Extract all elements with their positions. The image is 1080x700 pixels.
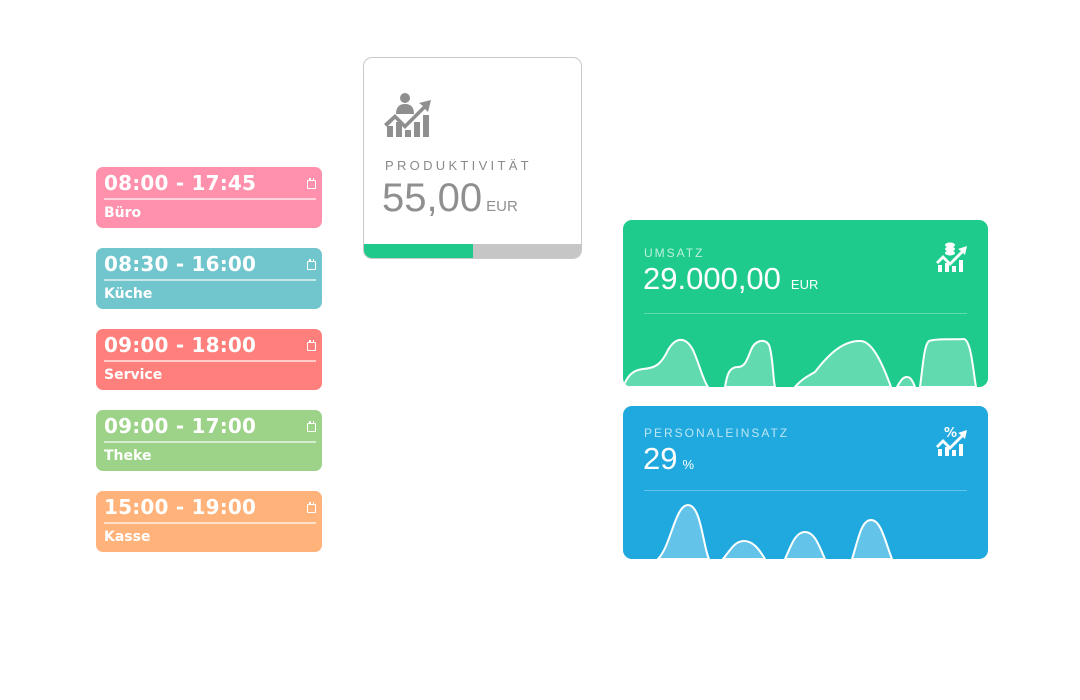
revenue-amount: 29.000,00 xyxy=(643,261,781,296)
shift-name: Küche xyxy=(104,286,153,302)
shift-time: 08:30 - 16:00 xyxy=(104,252,257,276)
staffing-wave-graph xyxy=(656,503,894,559)
revenue-value: 29.000,00 EUR xyxy=(643,261,818,297)
calendar-icon[interactable] xyxy=(307,178,316,189)
staffing-value: 29% xyxy=(643,441,694,477)
staffing-card[interactable]: PERSONALEINSATZ 29% % xyxy=(623,406,988,559)
revenue-wave-graph xyxy=(623,338,978,387)
shift-card-service[interactable]: 09:00 - 18:00 Service xyxy=(96,329,322,390)
productivity-card[interactable]: PRODUKTIVITÄT 55,00 EUR xyxy=(363,57,582,259)
percent-growth-chart-icon: % xyxy=(936,426,967,456)
shift-card-kasse[interactable]: 15:00 - 19:00 Kasse xyxy=(96,491,322,552)
divider xyxy=(104,198,316,200)
shift-time: 09:00 - 18:00 xyxy=(104,333,257,357)
revenue-card[interactable]: UMSATZ 29.000,00 EUR xyxy=(623,220,988,387)
productivity-progress-fill xyxy=(364,244,473,258)
calendar-icon[interactable] xyxy=(307,502,316,513)
divider xyxy=(104,441,316,443)
revenue-label: UMSATZ xyxy=(644,246,705,260)
calendar-icon[interactable] xyxy=(307,340,316,351)
staffing-amount: 29 xyxy=(643,441,678,476)
svg-text:%: % xyxy=(944,426,957,441)
productivity-amount: 55,00 xyxy=(382,176,483,220)
revenue-unit: EUR xyxy=(790,277,819,292)
productivity-unit: EUR xyxy=(486,198,518,215)
productivity-label: PRODUKTIVITÄT xyxy=(385,158,532,173)
divider xyxy=(644,490,967,491)
divider xyxy=(104,279,316,281)
calendar-icon[interactable] xyxy=(307,421,316,432)
person-growth-chart-icon xyxy=(384,93,431,137)
shift-time: 09:00 - 17:00 xyxy=(104,414,257,438)
productivity-progress-bar xyxy=(364,244,581,258)
shift-name: Service xyxy=(104,367,163,383)
shift-time: 08:00 - 17:45 xyxy=(104,171,257,195)
divider xyxy=(104,360,316,362)
shift-name: Kasse xyxy=(104,529,151,545)
shift-card-theke[interactable]: 09:00 - 17:00 Theke xyxy=(96,410,322,471)
shift-name: Theke xyxy=(104,448,152,464)
staffing-label: PERSONALEINSATZ xyxy=(644,426,790,440)
coins-growth-chart-icon xyxy=(936,242,967,272)
shift-card-buero[interactable]: 08:00 - 17:45 Büro xyxy=(96,167,322,228)
shift-name: Büro xyxy=(104,205,142,221)
divider xyxy=(644,313,967,314)
shift-time: 15:00 - 19:00 xyxy=(104,495,257,519)
calendar-icon[interactable] xyxy=(307,259,316,270)
staffing-unit: % xyxy=(682,457,695,472)
shift-card-kueche[interactable]: 08:30 - 16:00 Küche xyxy=(96,248,322,309)
divider xyxy=(104,522,316,524)
productivity-value: 55,00 EUR xyxy=(382,176,518,221)
